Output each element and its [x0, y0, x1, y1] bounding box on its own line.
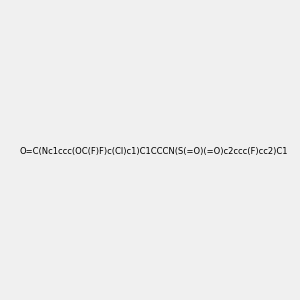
Text: O=C(Nc1ccc(OC(F)F)c(Cl)c1)C1CCCN(S(=O)(=O)c2ccc(F)cc2)C1: O=C(Nc1ccc(OC(F)F)c(Cl)c1)C1CCCN(S(=O)(=…: [20, 147, 288, 156]
